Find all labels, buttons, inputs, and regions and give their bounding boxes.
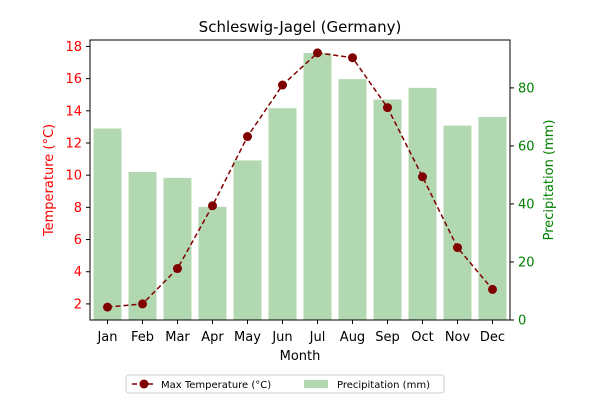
temperature-point-nov [453,243,462,253]
precipitation-bar-mar [163,177,192,320]
temperature-line [103,48,497,312]
x-tick-label-oct: Oct [411,330,433,345]
precipitation-bar-nov [443,125,472,320]
temperature-point-sep [383,103,392,113]
x-axis-label: Month [280,349,321,364]
precipitation-bar-aug [338,79,367,320]
x-tick-label-aug: Aug [340,330,365,345]
x-tick-label-may: May [234,330,261,345]
x-axis: Jan Feb Mar Apr May Jun Jul Aug Sep Oct Nov Dec [96,320,505,345]
temperature-point-oct [418,172,427,182]
x-tick-label-jul: Jul [309,330,326,345]
legend-label-temperature: Max Temperature (°C) [161,380,271,391]
right-y-tick-label: 80 [518,81,535,96]
right-y-axis: 0 20 40 60 80 [510,81,535,329]
temperature-point-mar [173,264,182,274]
left-y-tick-label: 6 [74,233,82,248]
precipitation-bar-jul [303,53,332,320]
x-tick-label-apr: Apr [201,330,224,345]
temperature-point-feb [138,299,147,309]
temperature-point-jun [278,80,287,90]
temperature-point-aug [348,53,357,63]
legend-marker-swatch [139,379,149,389]
right-y-tick-label: 40 [518,197,535,212]
temperature-series-line [107,52,494,308]
left-y-tick-label: 2 [74,297,82,312]
left-y-axis-label: Temperature (°C) [42,124,57,237]
precipitation-bar-apr [198,206,227,320]
x-tick-label-mar: Mar [165,330,190,345]
precipitation-bar-jan [93,128,122,320]
legend-box [125,374,445,394]
legend: Max Temperature (°C) Precipitation (mm) [125,374,445,394]
temperature-point-dec [488,284,497,294]
left-y-axis: 2 4 6 8 10 12 14 16 18 [65,40,90,312]
legend-label-precipitation: Precipitation (mm) [337,380,430,391]
x-tick-label-dec: Dec [480,330,505,345]
plot-frame [89,39,511,321]
precipitation-bars [93,53,507,321]
temperature-point-apr [208,201,217,211]
x-tick-label-jan: Jan [96,330,117,345]
precipitation-bar-oct [408,87,437,321]
precipitation-bar-sep [373,99,402,320]
left-y-tick-label: 16 [65,72,82,87]
x-tick-label-nov: Nov [445,330,471,345]
left-y-tick-label: 4 [74,265,82,280]
legend-bar-swatch [304,380,328,388]
left-y-tick-label: 10 [65,169,82,184]
temperature-point-jan [103,302,112,312]
right-y-tick-label: 20 [518,255,535,270]
precipitation-bar-jun [268,108,297,321]
x-tick-label-jun: Jun [271,330,292,345]
x-tick-label-feb: Feb [131,330,154,345]
precipitation-bar-may [233,160,262,320]
precipitation-bar-feb [128,172,157,320]
left-y-tick-label: 18 [65,40,82,55]
temperature-point-may [243,132,252,142]
left-y-tick-label: 8 [74,201,82,216]
right-y-tick-label: 0 [518,314,526,329]
left-y-tick-label: 14 [65,104,82,119]
right-y-axis-label: Precipitation (mm) [542,120,557,241]
x-tick-label-sep: Sep [375,330,400,345]
temperature-point-jul [313,48,322,58]
right-y-tick-label: 60 [518,139,535,154]
chart-title: Schleswig-Jagel (Germany) [199,18,402,36]
left-y-tick-label: 12 [65,136,82,151]
